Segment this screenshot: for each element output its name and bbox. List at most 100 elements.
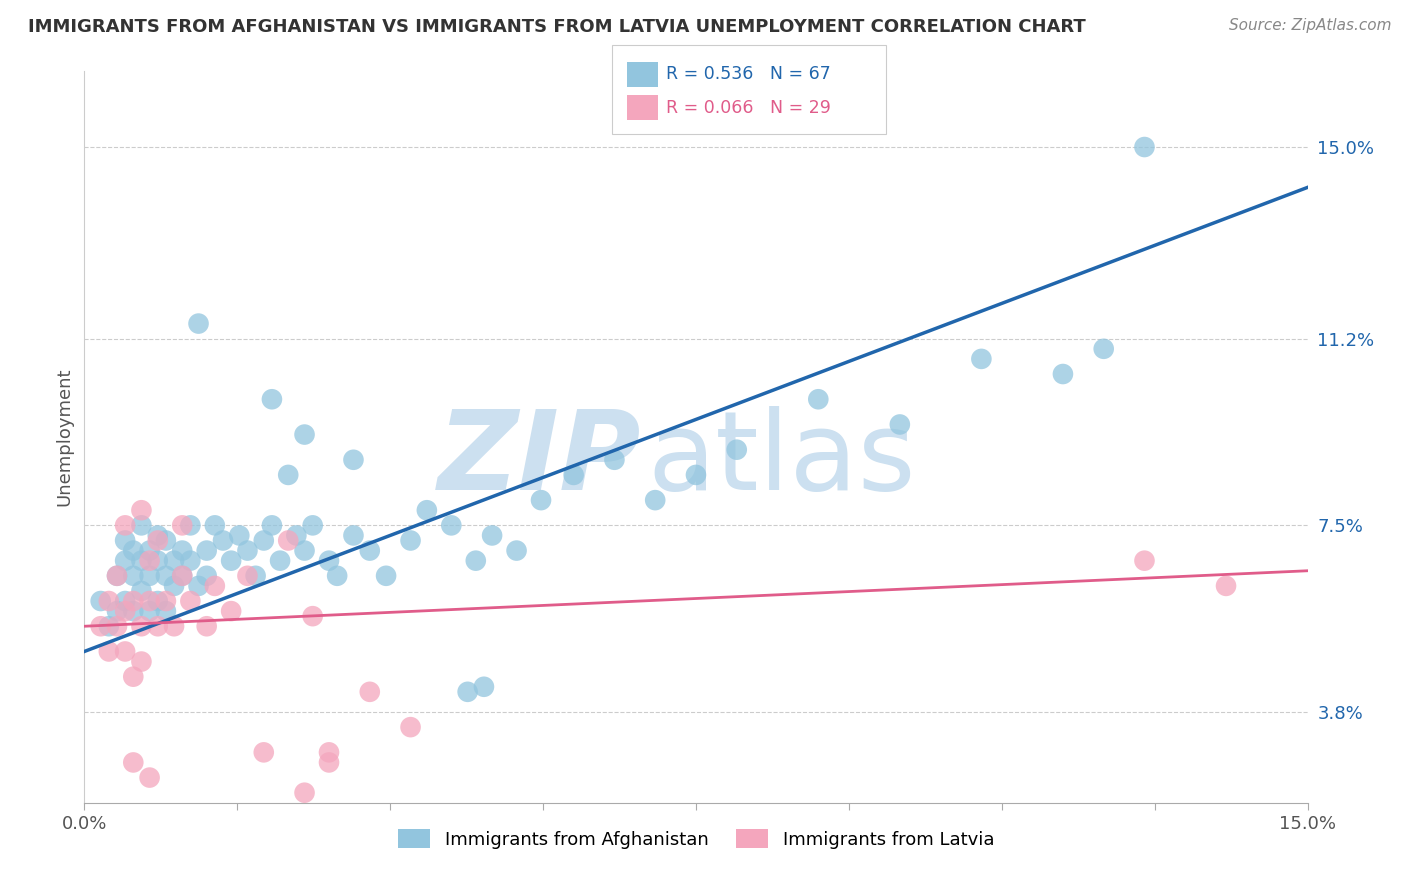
Point bbox=[172, 569, 194, 583]
Point bbox=[236, 569, 259, 583]
Point bbox=[195, 543, 218, 558]
Point bbox=[277, 533, 299, 548]
Point bbox=[277, 467, 299, 482]
Point bbox=[114, 518, 136, 533]
Point bbox=[122, 604, 145, 618]
Point bbox=[122, 543, 145, 558]
Point bbox=[219, 604, 242, 618]
Point bbox=[1052, 367, 1074, 381]
Point bbox=[172, 543, 194, 558]
Text: R = 0.066   N = 29: R = 0.066 N = 29 bbox=[666, 99, 831, 117]
Point bbox=[138, 604, 160, 618]
Point bbox=[90, 594, 112, 608]
Point bbox=[163, 619, 186, 633]
Point bbox=[155, 569, 177, 583]
Point bbox=[105, 619, 128, 633]
Point bbox=[236, 543, 259, 558]
Point bbox=[807, 392, 830, 407]
Point bbox=[146, 594, 169, 608]
Point bbox=[260, 392, 283, 407]
Point bbox=[138, 594, 160, 608]
Point bbox=[530, 493, 553, 508]
Point bbox=[155, 604, 177, 618]
Point bbox=[416, 503, 439, 517]
Point bbox=[399, 533, 422, 548]
Point bbox=[204, 579, 226, 593]
Point bbox=[146, 528, 169, 542]
Legend: Immigrants from Afghanistan, Immigrants from Latvia: Immigrants from Afghanistan, Immigrants … bbox=[391, 822, 1001, 856]
Point bbox=[195, 619, 218, 633]
Point bbox=[179, 594, 201, 608]
Point bbox=[970, 351, 993, 366]
Point bbox=[105, 604, 128, 618]
Point bbox=[562, 467, 585, 482]
Point bbox=[342, 528, 364, 542]
Point bbox=[179, 518, 201, 533]
Point bbox=[603, 452, 626, 467]
Point bbox=[342, 452, 364, 467]
Point bbox=[114, 533, 136, 548]
Point bbox=[253, 533, 276, 548]
Point bbox=[90, 619, 112, 633]
Point bbox=[114, 594, 136, 608]
Point bbox=[97, 594, 120, 608]
Point bbox=[131, 503, 153, 517]
Point bbox=[105, 569, 128, 583]
Point bbox=[97, 619, 120, 633]
Point bbox=[685, 467, 707, 482]
Point bbox=[1133, 554, 1156, 568]
Point bbox=[457, 685, 479, 699]
Point bbox=[1133, 140, 1156, 154]
Point bbox=[131, 583, 153, 598]
Point bbox=[138, 569, 160, 583]
Point bbox=[146, 619, 169, 633]
Point bbox=[138, 543, 160, 558]
Point bbox=[172, 518, 194, 533]
Point bbox=[131, 518, 153, 533]
Point bbox=[318, 756, 340, 770]
Point bbox=[146, 533, 169, 548]
Point bbox=[146, 554, 169, 568]
Text: Source: ZipAtlas.com: Source: ZipAtlas.com bbox=[1229, 18, 1392, 33]
Point bbox=[179, 554, 201, 568]
Point bbox=[359, 543, 381, 558]
Point bbox=[114, 604, 136, 618]
Point bbox=[122, 594, 145, 608]
Point bbox=[359, 685, 381, 699]
Point bbox=[131, 619, 153, 633]
Point bbox=[187, 579, 209, 593]
Point bbox=[644, 493, 666, 508]
Point bbox=[253, 745, 276, 759]
Point bbox=[212, 533, 235, 548]
Point bbox=[204, 518, 226, 533]
Point bbox=[155, 594, 177, 608]
Point bbox=[131, 554, 153, 568]
Point bbox=[219, 554, 242, 568]
Point bbox=[1215, 579, 1237, 593]
Point bbox=[172, 569, 194, 583]
Point bbox=[269, 554, 291, 568]
Point bbox=[131, 655, 153, 669]
Point bbox=[725, 442, 748, 457]
Point bbox=[301, 518, 323, 533]
Point bbox=[187, 317, 209, 331]
Point bbox=[228, 528, 250, 542]
Point bbox=[114, 644, 136, 658]
Point bbox=[505, 543, 527, 558]
Point bbox=[138, 771, 160, 785]
Point bbox=[114, 554, 136, 568]
Point bbox=[294, 786, 316, 800]
Point bbox=[399, 720, 422, 734]
Text: atlas: atlas bbox=[647, 406, 915, 513]
Point bbox=[97, 644, 120, 658]
Point bbox=[326, 569, 349, 583]
Text: ZIP: ZIP bbox=[437, 406, 641, 513]
Point bbox=[245, 569, 267, 583]
Point bbox=[472, 680, 495, 694]
Point bbox=[464, 554, 486, 568]
Text: R = 0.536   N = 67: R = 0.536 N = 67 bbox=[666, 65, 831, 83]
Point bbox=[122, 569, 145, 583]
Y-axis label: Unemployment: Unemployment bbox=[55, 368, 73, 507]
Point bbox=[301, 609, 323, 624]
Point bbox=[318, 745, 340, 759]
